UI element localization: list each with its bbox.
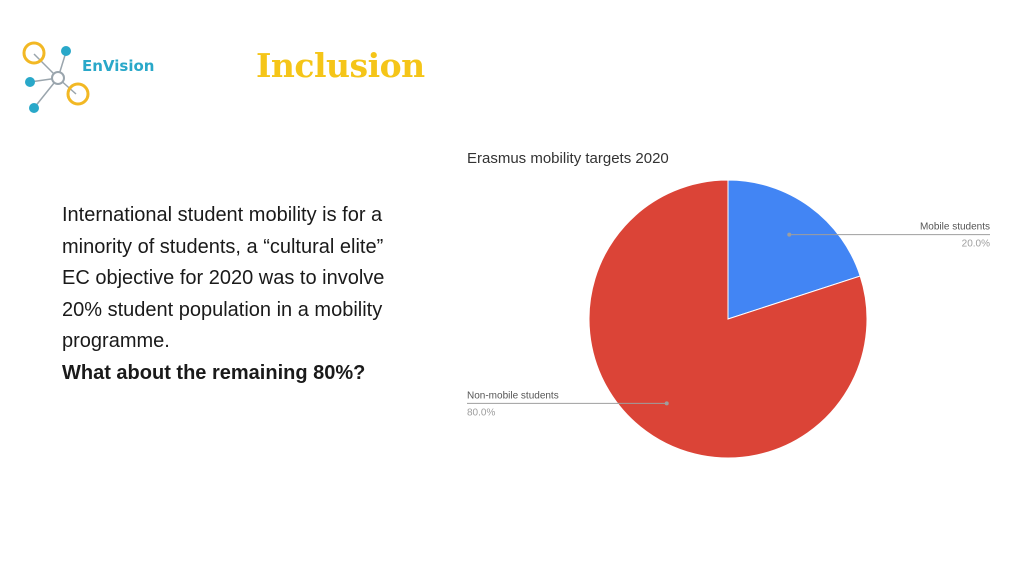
body-line: International student mobility is for a [62,204,383,226]
slide-title: Inclusion [256,46,425,85]
body-line: programme. [62,330,170,352]
slice-percent: 80.0% [467,407,495,418]
brand-name: EnVision [82,57,155,75]
envision-logo [22,41,90,113]
pie-slice-non-mobile-students [588,179,868,459]
body-line: minority of students, a “cultural elite” [62,235,384,258]
pie-chart: Erasmus mobility targets 2020 Mobile stud… [467,150,990,459]
emphasis-question: What about the remaining 80%? [62,361,366,384]
pie-slice-mobile-students [727,179,861,320]
slice-label: Non-mobile students [467,390,559,401]
slice-label: Mobile students [920,222,990,233]
body-line: 20% student population in a mobility [62,298,383,321]
slice-percent: 20.0% [962,239,990,250]
slide-body: International student mobility is for a … [62,200,452,389]
chart-title: Erasmus mobility targets 2020 [467,150,669,167]
body-line: EC objective for 2020 was to involve [62,267,385,289]
